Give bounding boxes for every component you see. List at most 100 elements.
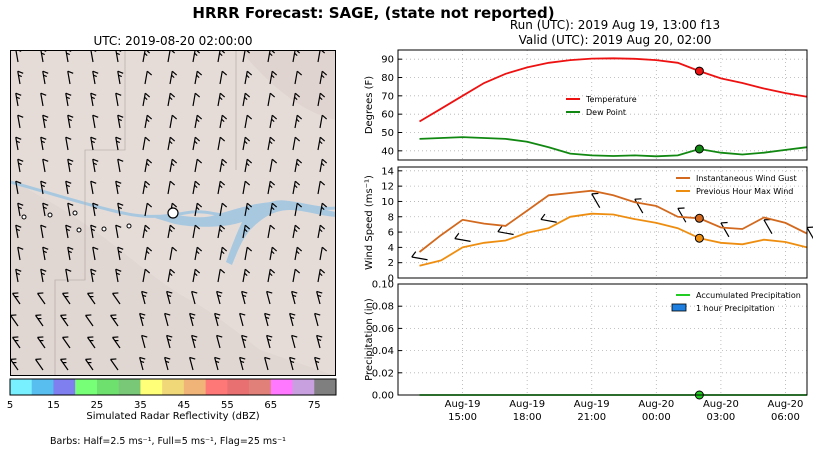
wind-barb (244, 158, 253, 173)
colorbar-tick-label: 45 (177, 400, 190, 410)
wind-barb (242, 224, 251, 239)
wind-barb (87, 292, 96, 305)
wind-barb (194, 158, 203, 173)
wind-barb (191, 290, 198, 305)
current-time-marker (694, 233, 704, 243)
wind-barb (35, 358, 44, 371)
wind-barbs (10, 50, 328, 371)
y-tick-label: 40 (381, 146, 394, 157)
x-tick-label: Aug-19 (445, 399, 481, 410)
y-tick-label: 14 (381, 166, 394, 177)
colorbar-segment (96, 379, 119, 395)
colorbar-tick-label: 5 (7, 400, 13, 410)
x-tick-label: Aug-20 (703, 399, 739, 410)
y-tick-label: 80 (381, 73, 394, 84)
wind-barb (194, 202, 203, 217)
wind-barb (17, 158, 24, 173)
wind-barb (217, 224, 226, 239)
wind-barb (62, 292, 71, 305)
wind-barb (291, 334, 298, 349)
wind-barb (42, 246, 49, 261)
wind-barb (214, 312, 221, 327)
plot-area (398, 284, 807, 395)
colorbar-segment (314, 379, 337, 395)
wind-barb (117, 246, 124, 261)
wind-barb (316, 290, 323, 305)
colorbar-tick-label: 65 (264, 400, 277, 410)
wind-barb (15, 268, 22, 283)
wind-barb (15, 180, 22, 195)
series-line (419, 57, 808, 123)
wind-barb (497, 225, 514, 236)
current-time-marker (694, 144, 704, 154)
wind-barb (90, 224, 97, 239)
wind-barb (317, 50, 326, 63)
colorbar-tick-label: 35 (134, 400, 147, 410)
x-tick-label: 18:00 (513, 412, 542, 423)
colorbar-segment (118, 379, 141, 395)
barbs-legend-text: Barbs: Half=2.5 ms⁻¹, Full=5 ms⁻¹, Flag=… (50, 436, 286, 447)
wind-barb (244, 70, 253, 85)
wind-barb (144, 158, 153, 173)
wind-barb (60, 358, 69, 371)
wind-barb (167, 268, 176, 283)
wind-barb (219, 70, 228, 85)
series-line (419, 212, 808, 267)
wind-barb (112, 336, 121, 349)
wind-barb (216, 290, 223, 305)
wind-barb (269, 114, 278, 129)
wind-barb (634, 198, 644, 214)
x-tick-label: Aug-20 (768, 399, 804, 410)
wind-barb (65, 268, 72, 283)
wind-barb (115, 92, 122, 107)
wind-barb (67, 202, 74, 217)
colorbar-tick-label: 55 (221, 400, 234, 410)
y-tick-label: 10 (381, 197, 394, 208)
wind-barb (411, 251, 428, 261)
wind-barb (67, 246, 74, 261)
wind-barb (139, 312, 146, 327)
wind-barb (244, 114, 253, 129)
wind-barb (317, 92, 326, 107)
legend-entry: Previous Hour Max Wind (696, 187, 793, 196)
legend-entry: Accumulated Precipitation (696, 291, 801, 300)
wind-barb (67, 114, 74, 129)
wind-barb (167, 136, 176, 151)
wind-barb (65, 180, 72, 195)
wind-barb (242, 136, 251, 151)
wind-barb (92, 70, 99, 85)
wind-barb (217, 268, 226, 283)
x-tick-label: 15:00 (448, 412, 477, 423)
wind-barb (591, 192, 601, 208)
plot-area (398, 167, 807, 278)
wind-barb (264, 312, 271, 327)
wind-barb (292, 224, 301, 239)
x-tick-label: Aug-19 (574, 399, 610, 410)
map-title: UTC: 2019-08-20 02:00:00 (93, 34, 253, 48)
y-tick-label: 60 (381, 110, 394, 121)
wind-barb (242, 92, 251, 107)
legend-entry: 1 hour Precipitation (696, 304, 775, 313)
site-marker (167, 207, 179, 219)
series-line (419, 136, 808, 158)
wind-barb (142, 50, 151, 63)
y-axis-label: Precipitation (in) (364, 298, 375, 381)
wind-barb (192, 50, 201, 63)
x-tick-label: Aug-19 (509, 399, 545, 410)
wind-barb (269, 202, 278, 217)
wind-barb (267, 50, 276, 63)
y-tick-label: 4 (388, 243, 394, 254)
wind-barb (15, 224, 22, 239)
wind-barb (294, 70, 303, 85)
y-tick-label: 90 (381, 55, 394, 66)
wind-barb (269, 70, 278, 85)
wind-barb (139, 356, 146, 371)
wind-barb (141, 290, 148, 305)
wind-barb (317, 268, 326, 283)
wind-barb (17, 70, 24, 85)
wind-barb (192, 268, 201, 283)
series-line (418, 189, 808, 253)
wind-barb (294, 246, 303, 261)
wind-barb (266, 334, 273, 349)
x-tick-label: Aug-20 (638, 399, 674, 410)
